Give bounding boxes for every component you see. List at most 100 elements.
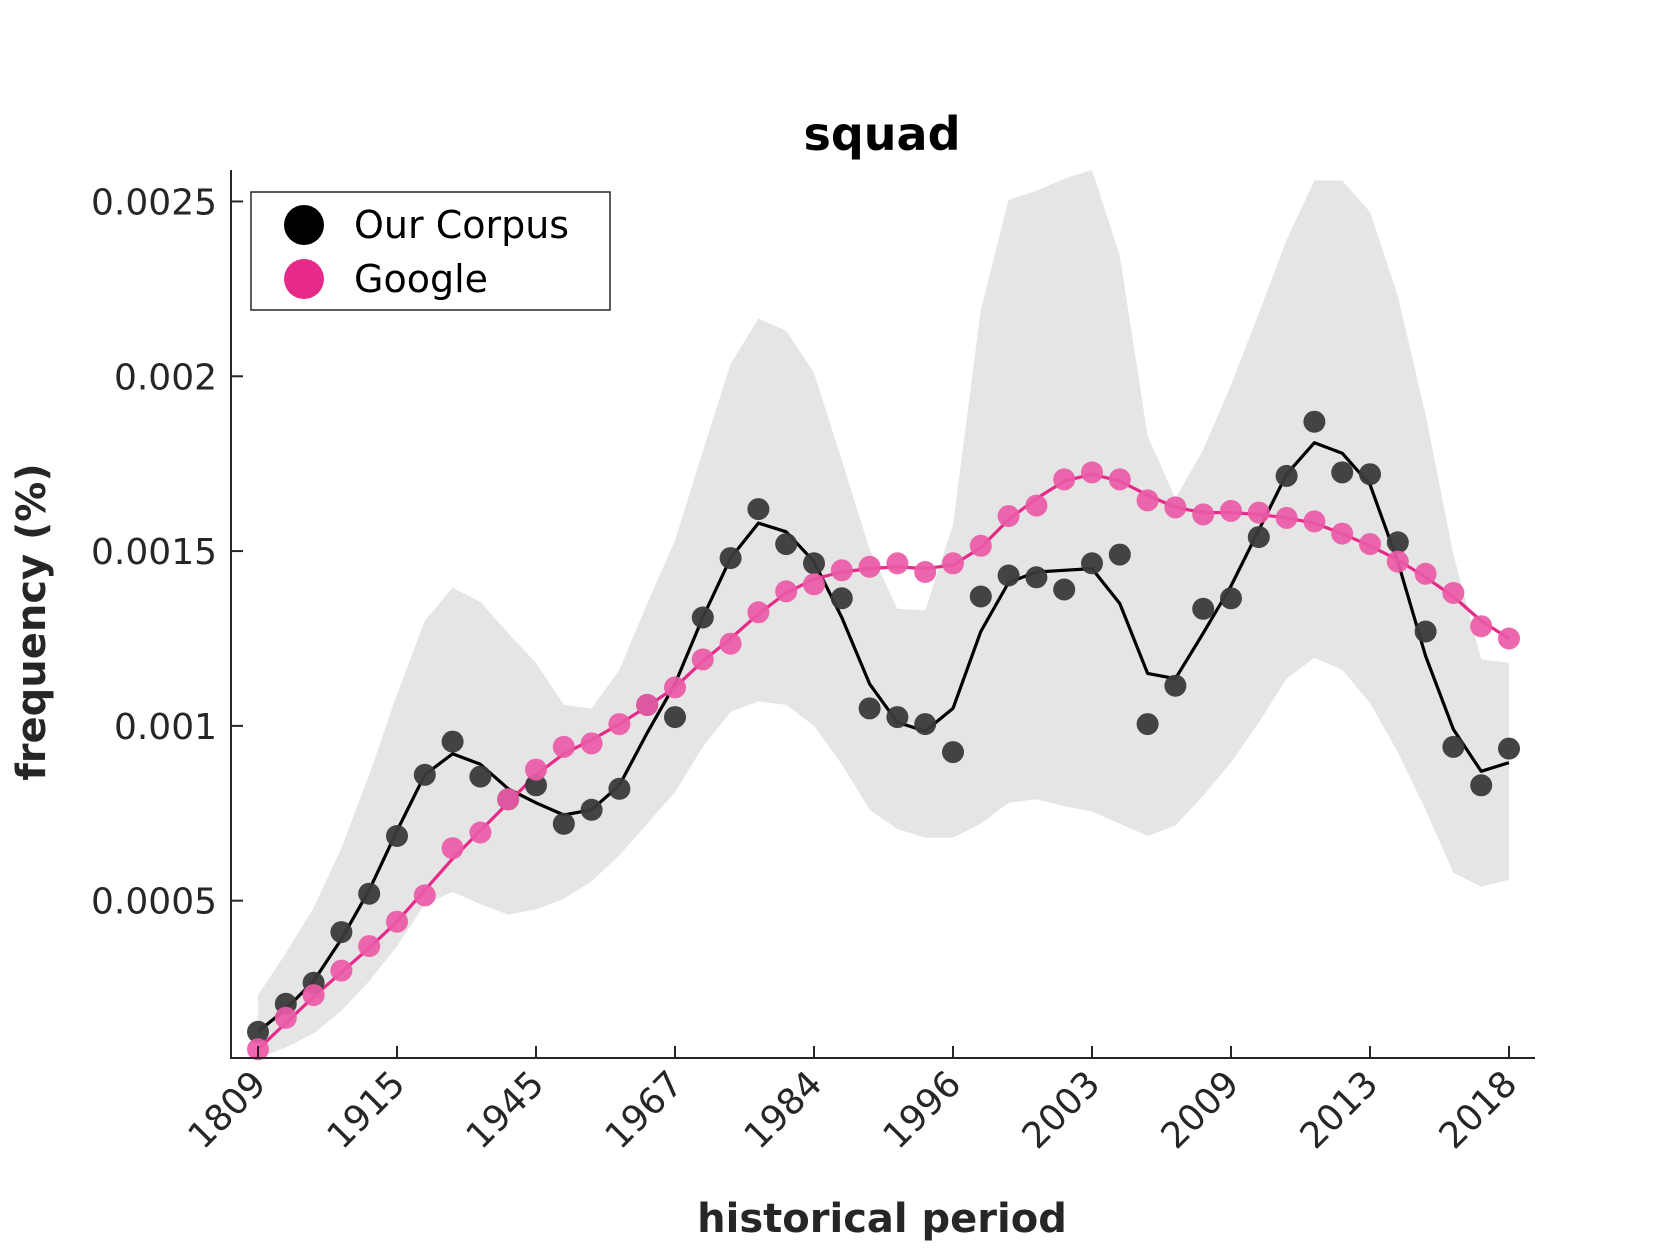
point-google: [858, 555, 881, 578]
y-axis-label: frequency (%): [9, 463, 55, 780]
point-google: [747, 601, 770, 624]
point-google: [1303, 510, 1326, 533]
y-tick-label: 0.0005: [91, 882, 217, 923]
legend-marker-google: [284, 259, 324, 299]
point-google: [1359, 533, 1381, 556]
point-google: [386, 910, 408, 933]
point-our-corpus: [469, 765, 492, 788]
point-our-corpus: [247, 1020, 269, 1043]
x-tick-label: 1915: [320, 1063, 414, 1157]
point-our-corpus: [1053, 578, 1076, 601]
point-google: [969, 534, 992, 557]
x-tick-label: 1809: [181, 1063, 275, 1157]
legend-label-google: Google: [354, 257, 488, 301]
point-google: [580, 732, 603, 755]
point-our-corpus: [1025, 566, 1048, 589]
point-google: [358, 935, 381, 958]
point-our-corpus: [413, 763, 436, 786]
point-our-corpus: [803, 552, 825, 575]
point-google: [302, 984, 325, 1007]
x-tick-label: 1945: [459, 1063, 553, 1157]
y-tick-label: 0.0015: [91, 532, 217, 573]
x-tick-label: 1984: [737, 1063, 831, 1157]
legend-label-our-corpus: Our Corpus: [354, 203, 569, 247]
point-google: [1192, 503, 1215, 526]
point-our-corpus: [580, 798, 603, 821]
point-google: [1331, 522, 1354, 545]
y-tick-label: 0.002: [114, 357, 217, 398]
point-our-corpus: [858, 697, 881, 720]
point-our-corpus: [1470, 774, 1493, 797]
point-our-corpus: [886, 706, 909, 729]
point-google: [1442, 582, 1465, 604]
point-our-corpus: [1081, 552, 1103, 575]
point-our-corpus: [1414, 620, 1437, 643]
point-google: [1081, 461, 1103, 484]
point-google: [330, 959, 353, 982]
y-tick-label: 0.0025: [91, 182, 217, 223]
point-our-corpus: [1275, 464, 1298, 487]
point-google: [942, 552, 964, 575]
point-our-corpus: [914, 713, 937, 736]
point-our-corpus: [691, 606, 714, 629]
legend: Our Corpus Google: [250, 191, 611, 311]
point-our-corpus: [1498, 737, 1520, 760]
point-our-corpus: [1247, 526, 1270, 549]
point-google: [274, 1006, 297, 1029]
x-tick-label: 2013: [1293, 1063, 1387, 1157]
x-tick-label: 1967: [598, 1063, 692, 1157]
x-tick-label: 2018: [1432, 1063, 1526, 1157]
series-lines-layer: [256, 441, 1510, 1051]
point-google: [775, 580, 798, 603]
point-our-corpus: [1303, 410, 1326, 433]
point-google: [608, 713, 631, 736]
point-our-corpus: [330, 921, 353, 944]
confidence-band-our-corpus: [258, 170, 1509, 1058]
point-google: [1025, 494, 1048, 517]
point-google: [1164, 496, 1187, 519]
point-our-corpus: [1136, 713, 1159, 736]
point-google: [441, 837, 464, 860]
point-our-corpus: [830, 587, 853, 610]
point-our-corpus: [1192, 597, 1215, 620]
point-google: [886, 552, 909, 575]
point-google: [469, 821, 492, 844]
point-our-corpus: [942, 741, 964, 764]
point-google: [1108, 468, 1131, 491]
line-our-corpus: [256, 441, 1510, 1034]
x-axis-label: historical period: [697, 1196, 1067, 1242]
point-google: [1470, 615, 1493, 638]
point-our-corpus: [1108, 543, 1131, 566]
point-our-corpus: [969, 585, 992, 608]
point-google: [497, 788, 520, 811]
point-our-corpus: [608, 777, 631, 800]
x-tick-label: 2009: [1154, 1063, 1248, 1157]
point-google: [830, 559, 853, 582]
x-ticks: 1809 1915 1945 1967 1984 1996 2003 2009 2013 2018: [181, 1046, 1526, 1157]
point-our-corpus: [997, 564, 1020, 587]
point-our-corpus: [1331, 461, 1354, 484]
point-google: [914, 561, 937, 583]
point-google: [664, 676, 686, 699]
point-our-corpus: [1386, 531, 1409, 554]
point-google: [803, 573, 825, 596]
point-our-corpus: [719, 547, 742, 570]
point-our-corpus: [775, 533, 798, 556]
y-tick-label: 0.001: [114, 707, 217, 748]
point-our-corpus: [552, 812, 575, 835]
point-google: [691, 648, 714, 671]
point-google: [636, 693, 659, 716]
x-tick-label: 1996: [876, 1063, 970, 1157]
point-our-corpus: [1164, 674, 1187, 697]
point-our-corpus: [1220, 587, 1242, 610]
point-google: [1220, 499, 1242, 522]
point-google: [1414, 562, 1437, 585]
point-google: [525, 758, 547, 781]
point-google: [413, 884, 436, 907]
point-google: [719, 632, 742, 655]
point-google: [1053, 468, 1076, 491]
point-google: [552, 735, 575, 758]
x-tick-label: 2003: [1015, 1063, 1109, 1157]
legend-marker-our-corpus: [284, 205, 324, 245]
